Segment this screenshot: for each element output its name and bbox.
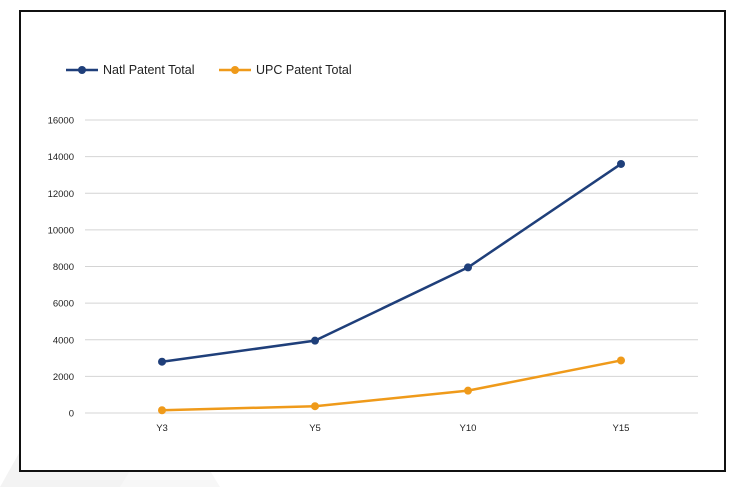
x-tick-label: Y15 [613,423,630,434]
legend-item-upc[interactable]: UPC Patent Total [219,63,352,77]
series-1 [158,356,625,415]
x-tick-label: Y10 [460,423,477,434]
legend: Natl Patent Total UPC Patent Total [66,63,352,77]
legend-marker-upc [231,66,239,74]
legend-item-natl[interactable]: Natl Patent Total [66,63,195,77]
x-axis-ticks: Y3 Y5 Y10 Y15 [156,423,629,434]
y-tick-label: 16000 [48,116,74,127]
series-line [161,162,622,363]
legend-label-natl: Natl Patent Total [103,63,195,77]
legend-label-upc: UPC Patent Total [256,63,352,77]
data-point[interactable] [464,263,472,272]
data-point[interactable] [464,386,472,395]
chart-frame [19,10,726,472]
y-tick-label: 4000 [53,335,74,346]
y-tick-label: 0 [69,409,74,420]
legend-marker-natl [78,66,86,74]
data-point[interactable] [617,159,625,168]
y-tick-label: 14000 [48,152,74,163]
series-lines [158,159,625,415]
data-point[interactable] [158,406,166,415]
y-tick-label: 2000 [53,372,74,383]
gridlines [85,119,698,414]
y-tick-label: 8000 [53,262,74,273]
data-point[interactable] [311,336,319,345]
y-tick-label: 6000 [53,299,74,310]
x-tick-label: Y3 [156,423,168,434]
series-0 [158,159,625,366]
data-point[interactable] [617,356,625,365]
y-tick-label: 12000 [48,189,74,200]
data-point[interactable] [311,402,319,411]
y-tick-label: 10000 [48,225,74,236]
data-point[interactable] [158,357,166,366]
x-tick-label: Y5 [309,423,321,434]
y-axis-ticks: 0 2000 4000 6000 8000 10000 12000 14000 16000 [48,116,74,420]
series-line [161,359,622,412]
